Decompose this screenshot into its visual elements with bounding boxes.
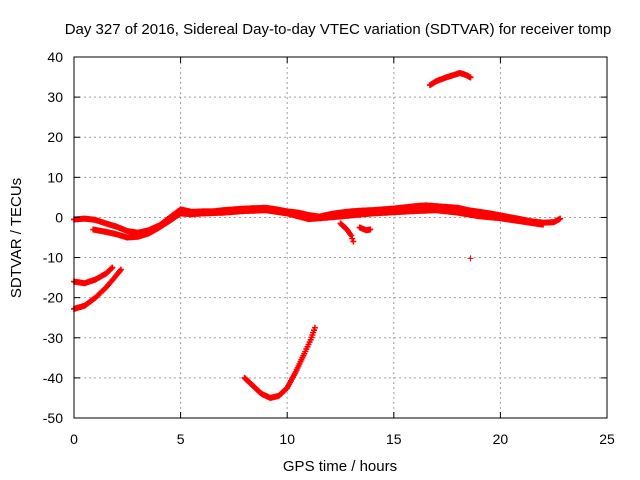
series-main-band-b [90,207,547,241]
y-tick-label: 40 [47,49,63,65]
y-tick-label: -50 [43,410,63,426]
y-tick-label: 30 [47,89,63,105]
series-outlier [467,255,474,262]
data-point [117,266,124,273]
data-point [311,324,318,331]
y-axis-label: SDTVAR / TECUs [8,178,25,298]
data-point [348,232,355,239]
series-dip-13.8h [356,224,374,234]
grid [74,57,607,418]
y-tick-label: -40 [43,370,63,386]
y-tick-label: -10 [43,250,63,266]
data-point [349,235,356,242]
series-upper-streak [71,264,116,287]
data-point [540,221,547,228]
x-tick-label: 5 [177,431,185,447]
series-arc-35 [427,70,474,89]
data-point [108,265,115,272]
x-tick-label: 0 [70,431,78,447]
y-tick-label: 20 [47,129,63,145]
x-tick-label: 25 [599,431,615,447]
x-tick-label: 15 [386,431,402,447]
data-point [109,264,116,271]
y-tick-label: -30 [43,330,63,346]
x-axis-label: GPS time / hours [283,458,397,475]
data-point [367,226,374,233]
series-lower-streak [71,266,124,312]
y-tick-label: 10 [47,169,63,185]
data-point [557,215,564,222]
data-point [467,74,474,81]
data-point [350,238,357,245]
series-spike-13h [337,220,357,245]
y-tick-label: -20 [43,290,63,306]
ticks: 0 5 10 15 20 25 -50 -40 -30 -20 -10 0 10 20 30 40 [43,49,615,447]
data-point [117,267,123,274]
x-tick-label: 10 [279,431,295,447]
chart-title: Day 327 of 2016, Sidereal Day-to-day VTE… [65,21,612,38]
x-tick-label: 20 [493,431,509,447]
data-layer [71,70,564,401]
series-v-curve [241,324,318,401]
y-tick-label: 0 [55,209,63,225]
data-point [467,255,474,262]
plot-frame [73,56,608,419]
